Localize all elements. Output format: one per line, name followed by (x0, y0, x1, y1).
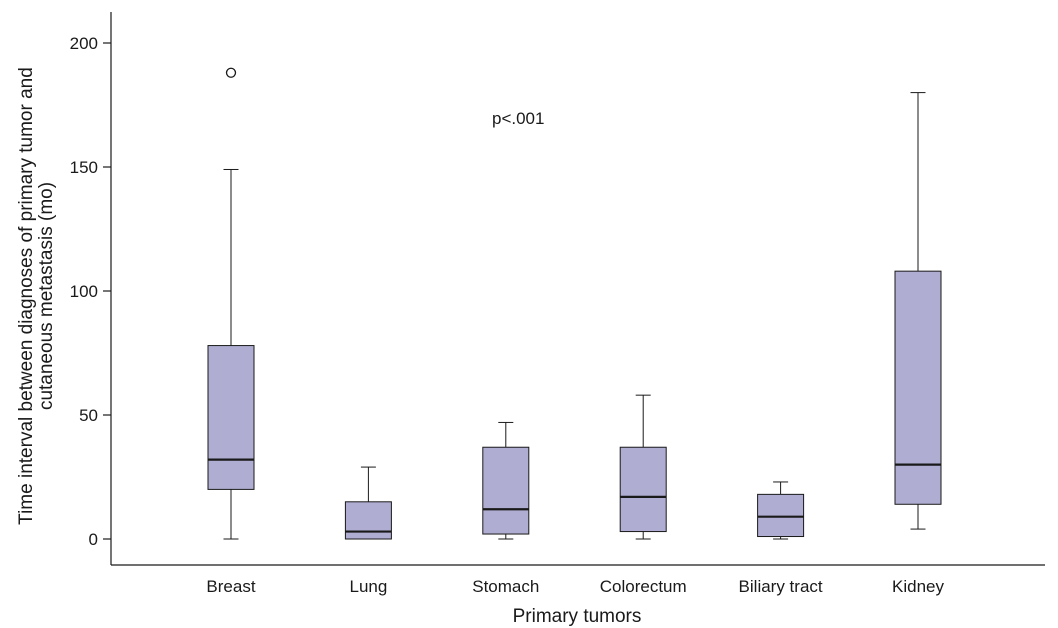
x-axis-title: Primary tumors (513, 606, 642, 627)
y-axis-title-line-2: cutaneous metastasis (mo) (36, 182, 57, 410)
axes (110, 12, 1045, 566)
iqr-box (344, 501, 392, 540)
p-value-annotation: p<.001 (492, 109, 544, 128)
x-tick-labels: Breast Lung Stomach Colorectum Biliary tract… (206, 577, 944, 596)
box-group-breast (207, 67, 255, 540)
y-axis-title: Time interval between diagnoses of prima… (16, 67, 57, 525)
boxes (207, 67, 942, 540)
y-tick-label: 0 (89, 530, 98, 549)
x-tick-label: Stomach (472, 577, 539, 596)
box-group-kidney (894, 92, 942, 530)
box-group-colorectum (619, 394, 667, 540)
y-ticks: 0 50 100 150 200 (70, 34, 111, 549)
y-tick-label: 50 (79, 406, 98, 425)
iqr-box (482, 446, 530, 535)
x-tick-label: Colorectum (600, 577, 687, 596)
iqr-box (894, 270, 942, 505)
y-axis-title-line-1: Time interval between diagnoses of prima… (16, 67, 37, 525)
x-tick-label: Kidney (892, 577, 944, 596)
box-group-lung (344, 466, 392, 540)
iqr-box (207, 345, 255, 490)
box-group-biliary-tract (757, 481, 805, 540)
box-group-stomach (482, 421, 530, 540)
x-tick-label: Biliary tract (739, 577, 823, 596)
iqr-box (619, 446, 667, 533)
y-tick-label: 150 (70, 158, 98, 177)
y-tick-label: 100 (70, 282, 98, 301)
y-tick-label: 200 (70, 34, 98, 53)
iqr-box (757, 493, 805, 538)
x-tick-label: Lung (349, 577, 387, 596)
x-tick-label: Breast (206, 577, 255, 596)
outlier-point (225, 67, 237, 78)
